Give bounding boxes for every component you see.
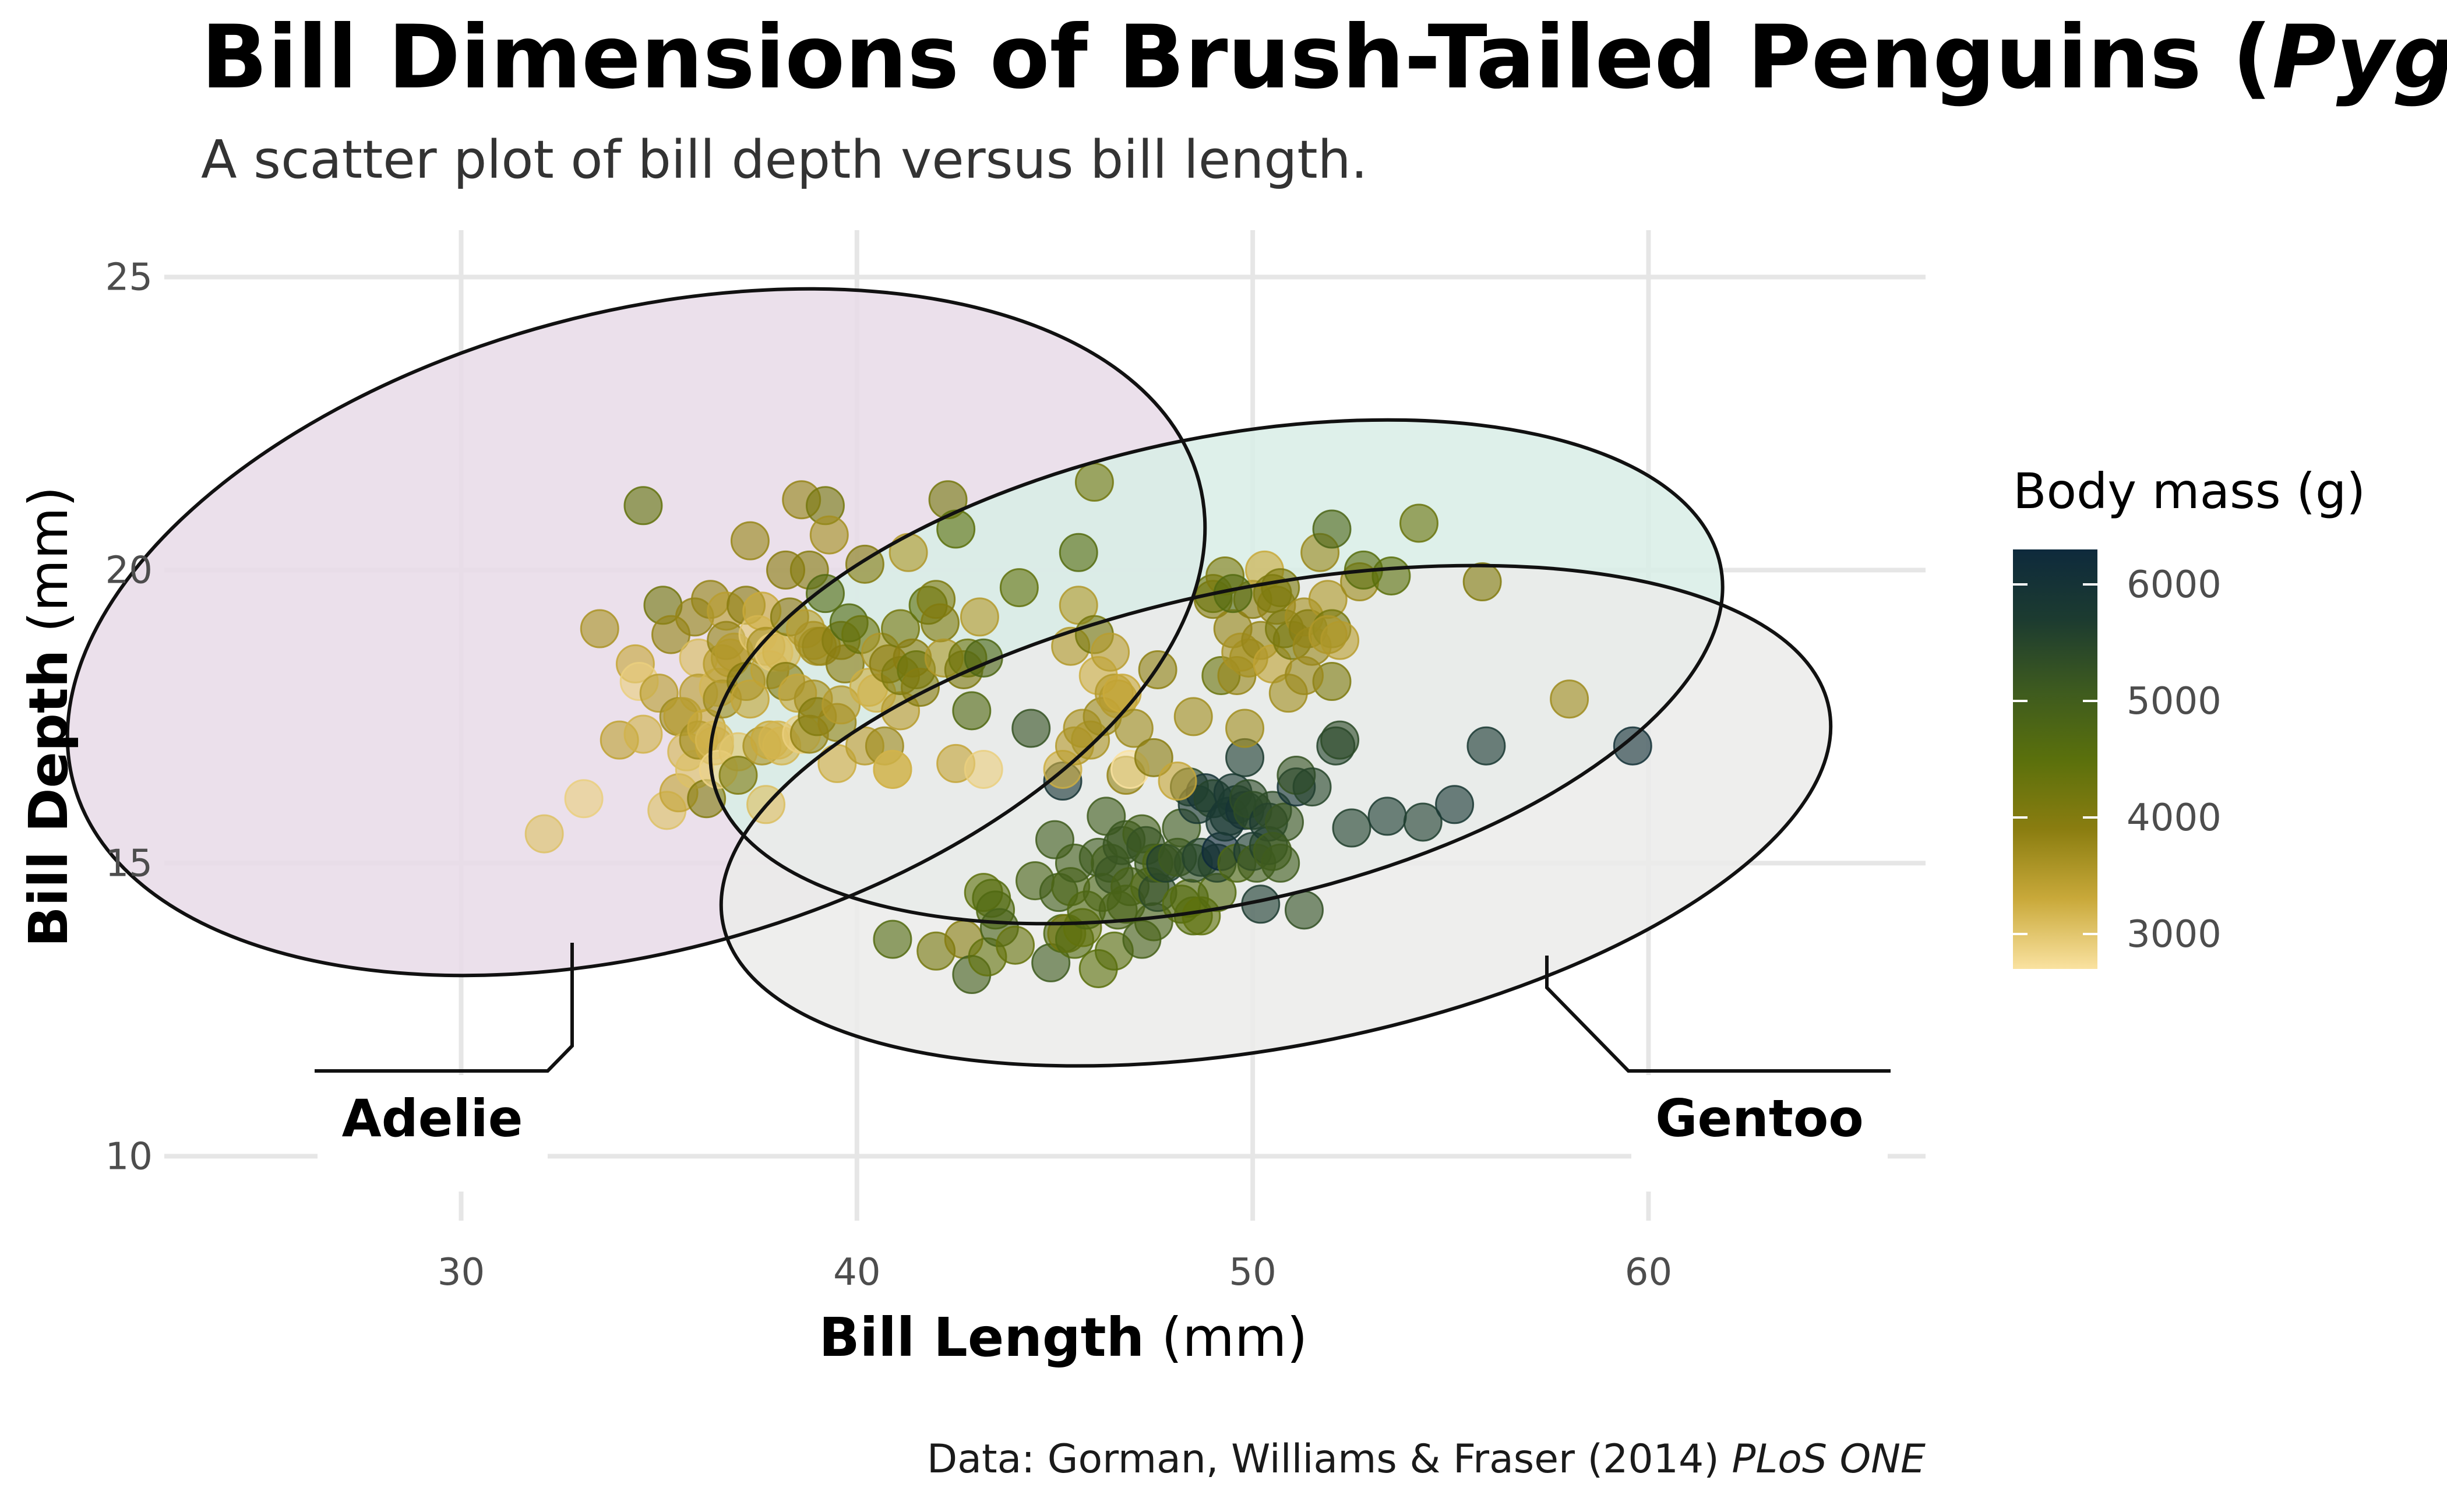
data-point (952, 691, 992, 731)
data-point (1367, 796, 1407, 836)
data-point (1462, 562, 1502, 602)
data-point (1091, 632, 1130, 672)
legend-title: Body mass (g) (2013, 463, 2365, 520)
x-tick-label: 60 (1625, 1251, 1672, 1294)
data-point (730, 521, 770, 561)
data-point (1225, 709, 1265, 748)
data-point (1312, 509, 1352, 549)
x-axis-label: Bill Length (mm) (819, 1306, 1308, 1369)
data-point (1308, 615, 1348, 654)
data-point (1550, 679, 1589, 719)
chart-title-italic: Pygoscelis (2272, 7, 2447, 108)
data-point (805, 574, 845, 614)
x-tick-label: 40 (833, 1251, 880, 1294)
color-legend: Body mass (g) 3000 4000 5000 6000 (2013, 463, 2365, 969)
data-point (1399, 503, 1438, 543)
y-tick-label: 10 (105, 1135, 153, 1178)
data-point (1011, 709, 1051, 748)
species-ellipse-outline (708, 418, 1725, 926)
legend-tick-label: 3000 (2127, 913, 2222, 956)
data-point (564, 779, 604, 819)
legend-tick-label: 6000 (2127, 563, 2222, 607)
data-point (1403, 802, 1443, 842)
data-point (730, 679, 770, 719)
gentoo-label-bg (1631, 1075, 1888, 1192)
data-point (873, 749, 912, 789)
species-ellipse-outline (719, 563, 1833, 1068)
chart-caption: Data: Gorman, Williams & Fraser (2014) P… (927, 1436, 1926, 1482)
adelie-label-bg (318, 1075, 548, 1192)
ellipse-outlines (65, 287, 1833, 1068)
data-point (623, 714, 663, 754)
data-points (524, 463, 1652, 995)
data-point (623, 486, 663, 526)
legend-tick-label: 4000 (2127, 796, 2222, 840)
species-annotations: Adelie Gentoo (315, 943, 1891, 1192)
data-point (809, 515, 849, 555)
data-point (1173, 697, 1213, 736)
data-point (1292, 767, 1332, 807)
data-point (1371, 556, 1411, 595)
x-tick-label: 50 (1229, 1251, 1276, 1294)
data-point (1613, 726, 1652, 766)
data-point (873, 919, 912, 959)
data-point (1102, 674, 1142, 713)
y-tick-label: 20 (105, 549, 153, 592)
data-point (999, 568, 1039, 608)
gentoo-leader-line (1545, 956, 1891, 1073)
chart-title: Bill Dimensions of Brush-Tailed Penguins… (201, 7, 2447, 108)
data-point (1264, 802, 1304, 842)
adelie-leader-line (315, 943, 574, 1073)
data-point (1114, 709, 1154, 748)
chart-subtitle: A scatter plot of bill depth versus bill… (201, 129, 1367, 191)
data-point (920, 603, 960, 643)
data-point (580, 609, 619, 648)
data-point (1074, 463, 1114, 502)
data-point (1332, 808, 1371, 848)
x-tick-label: 30 (438, 1251, 485, 1294)
legend-color-bar (2013, 549, 2097, 969)
data-point (1466, 726, 1506, 766)
data-point (1284, 655, 1324, 695)
data-point (718, 756, 758, 795)
data-point (964, 749, 1003, 789)
data-point (996, 925, 1035, 965)
data-point (936, 509, 976, 549)
legend-tick-label: 5000 (2127, 680, 2222, 723)
data-point (1435, 785, 1475, 824)
data-point (1320, 720, 1360, 760)
data-point (524, 814, 564, 854)
caption-italic: PLoS ONE (1732, 1436, 1926, 1482)
y-tick-label: 15 (105, 842, 153, 885)
y-axis-label: Bill Depth (mm) (17, 486, 80, 947)
data-point (821, 685, 861, 725)
y-tick-label: 25 (105, 256, 153, 299)
species-ellipse-outline (65, 287, 1207, 978)
axis-ticks: 30 40 50 60 10 15 20 25 (105, 256, 1673, 1294)
data-point (1059, 533, 1098, 572)
data-point (888, 533, 928, 572)
data-point (1261, 843, 1300, 883)
data-point (1158, 762, 1197, 801)
data-point (1284, 890, 1324, 930)
gentoo-label: Gentoo (1655, 1088, 1864, 1148)
adelie-label: Adelie (342, 1088, 523, 1148)
data-point (1134, 738, 1173, 777)
data-point (960, 597, 999, 637)
